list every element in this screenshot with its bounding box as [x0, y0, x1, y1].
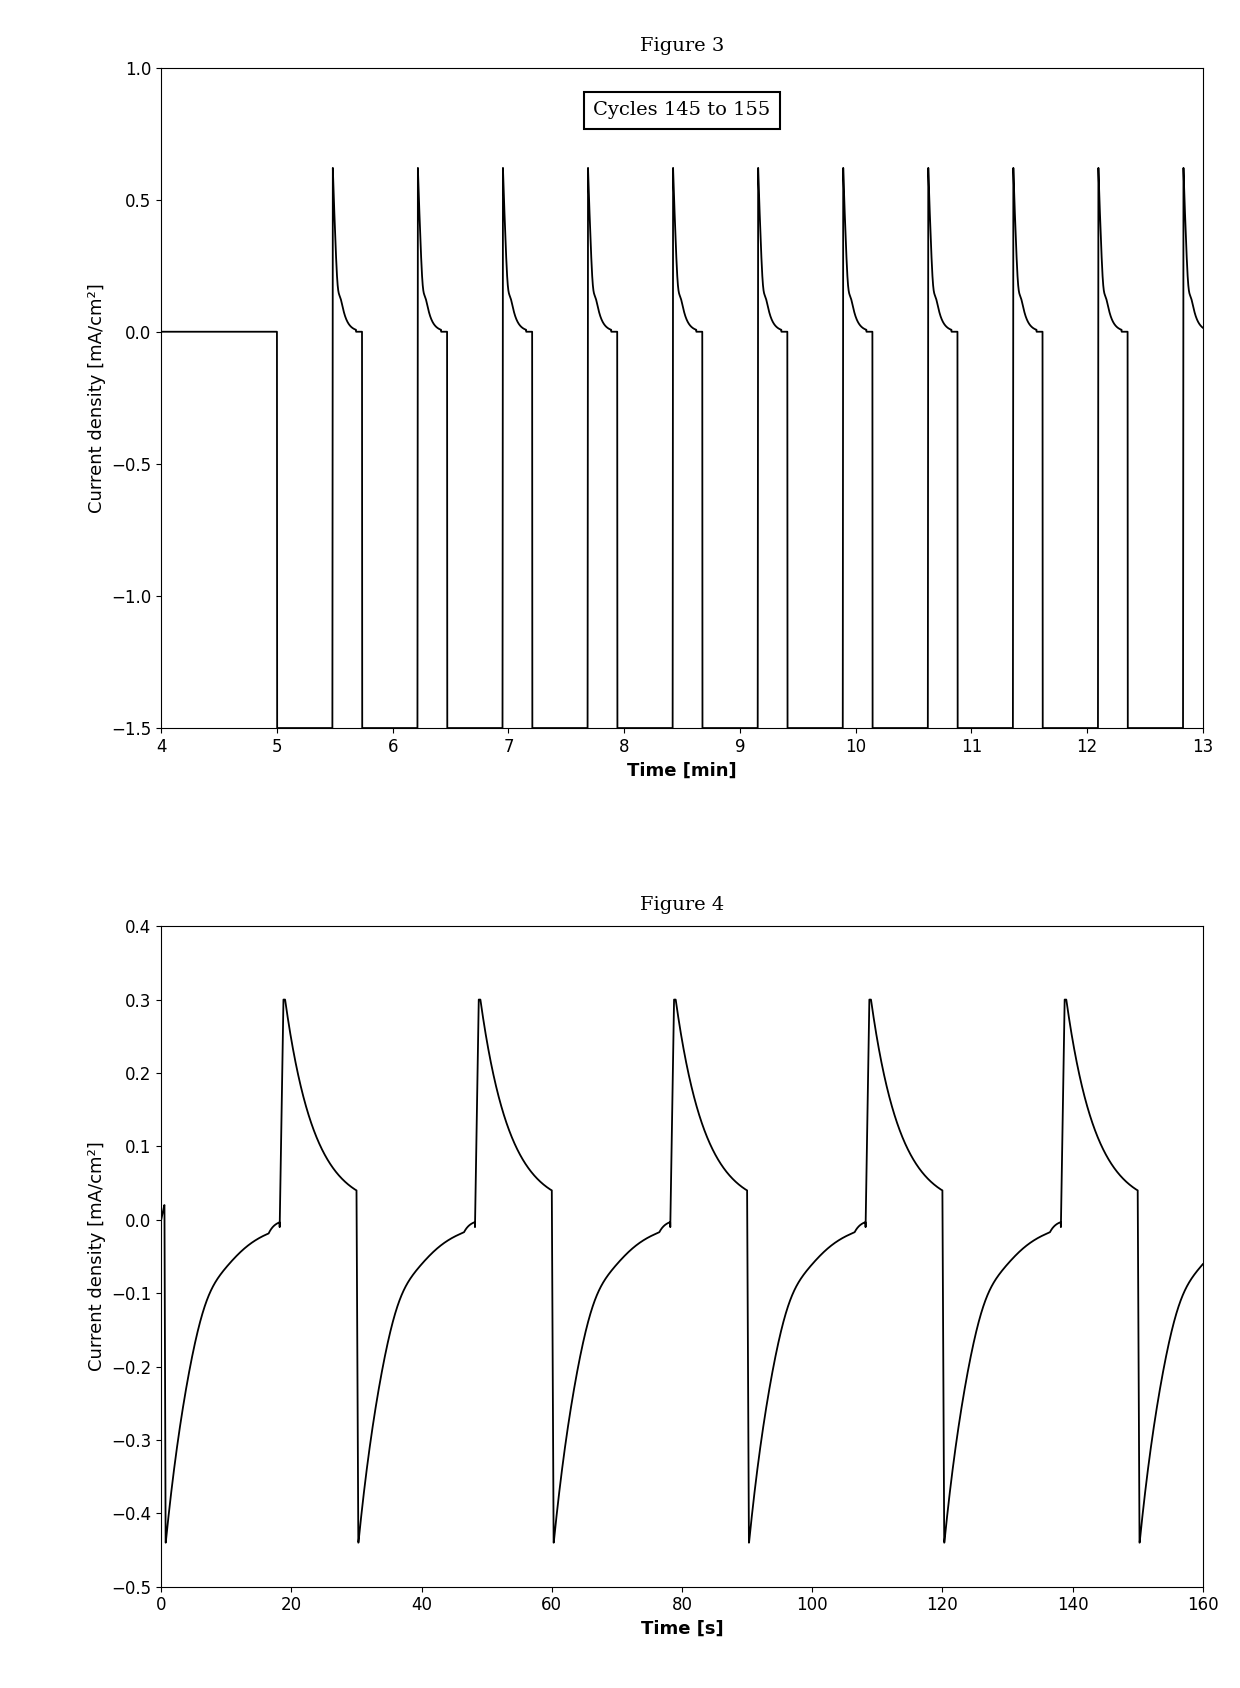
X-axis label: Time [min]: Time [min] — [627, 761, 737, 780]
Title: Figure 4: Figure 4 — [640, 896, 724, 913]
Y-axis label: Current density [mA/cm²]: Current density [mA/cm²] — [88, 1141, 105, 1371]
Y-axis label: Current density [mA/cm²]: Current density [mA/cm²] — [88, 284, 105, 513]
Text: Cycles 145 to 155: Cycles 145 to 155 — [594, 101, 770, 120]
X-axis label: Time [s]: Time [s] — [641, 1620, 723, 1637]
Title: Figure 3: Figure 3 — [640, 37, 724, 54]
